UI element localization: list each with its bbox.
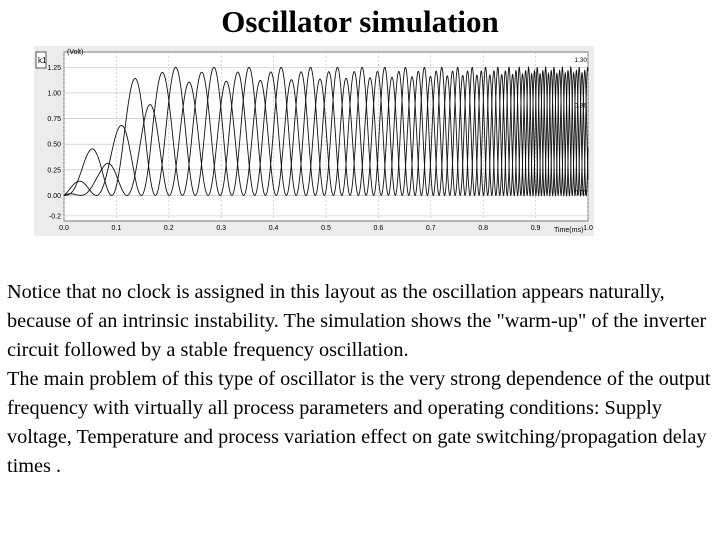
right-value-label: 1.30 <box>574 57 587 64</box>
paragraph-2: The main problem of this type of oscilla… <box>7 368 711 477</box>
x-axis-label: Time(ms) <box>554 227 583 234</box>
x-tick-label: 0.4 <box>269 225 279 232</box>
right-value-label: 0.01 <box>574 189 587 196</box>
x-tick-label: 0.3 <box>216 225 226 232</box>
voltage-trace-2 <box>63 68 589 198</box>
axis-unit-box <box>35 51 47 69</box>
slide-title: Oscillator simulation <box>221 4 499 39</box>
paragraph-1: Notice that no clock is assigned in this… <box>7 281 707 361</box>
y-tick-label: 0.75 <box>47 116 61 123</box>
voltage-trace-1 <box>64 65 589 198</box>
axis-unit-box-label: k1 <box>38 56 47 65</box>
y-tick-label: 1.25 <box>47 65 61 72</box>
x-tick-label: 0.6 <box>374 225 384 232</box>
oscillator-plot: 1.25 1.00 0.75 0.50 0.25 0.00 -0.2 0.0 0.1 0.2 0.3… <box>34 46 594 236</box>
x-tick-label: 0.0 <box>59 225 69 232</box>
plot-svg: 1.25 1.00 0.75 0.50 0.25 0.00 -0.2 0.0 0.1 0.2 0.3… <box>34 46 594 236</box>
x-tick-label: 0.7 <box>426 225 436 232</box>
y-tick-label: -0.2 <box>49 213 61 220</box>
y-tick-label: 0.00 <box>47 193 61 200</box>
voltage-trace-3 <box>63 71 589 198</box>
x-tick-label: 0.2 <box>164 225 174 232</box>
x-tick-label: 0.8 <box>478 225 488 232</box>
y-tick-label: 1.00 <box>47 90 61 97</box>
right-value-label: 0.86 <box>574 102 587 109</box>
x-tick-label: 0.5 <box>321 225 331 232</box>
y-tick-label: 0.50 <box>47 142 61 149</box>
x-tick-label: 1.0 <box>583 225 593 232</box>
y-axis-label: (Volt) <box>67 49 83 56</box>
waveform-traces <box>63 65 589 198</box>
y-tick-label: 0.25 <box>47 167 61 174</box>
x-tick-label: 0.1 <box>112 225 122 232</box>
body-text: Notice that no clock is assigned in this… <box>7 278 717 481</box>
axis-ticks: 1.25 1.00 0.75 0.50 0.25 0.00 -0.2 0.0 0.1 0.2 0.3… <box>47 57 593 232</box>
x-tick-label: 0.9 <box>531 225 541 232</box>
